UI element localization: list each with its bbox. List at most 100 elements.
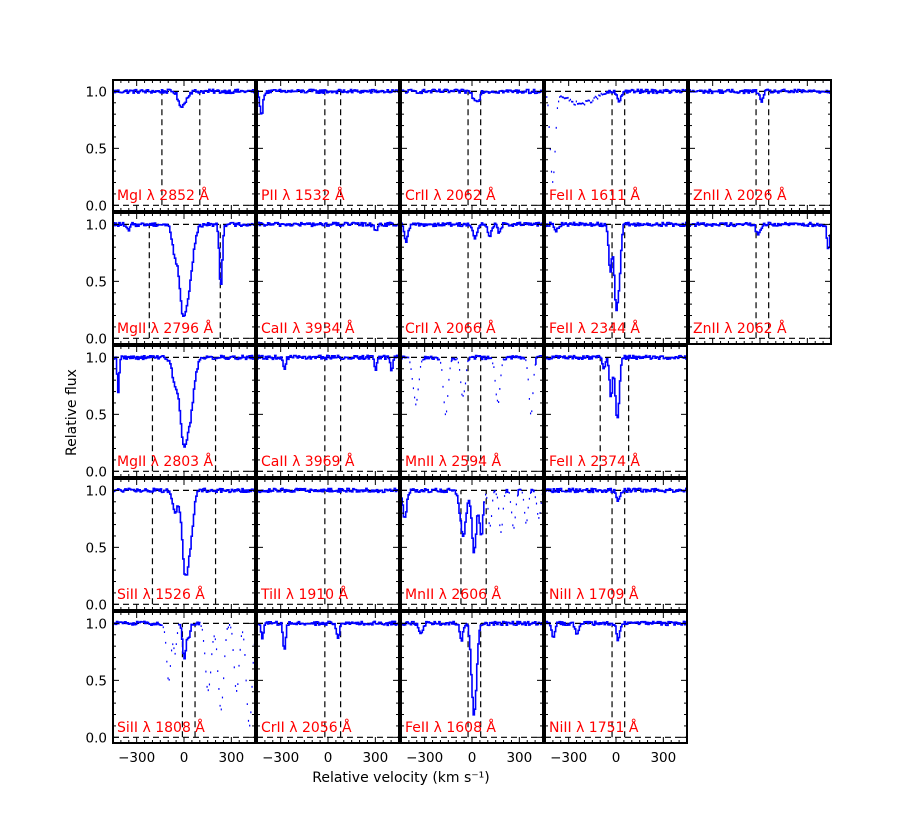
spectrum-panel: PII λ 1532 Å [256,79,400,212]
x-tick-label: −300 [118,750,155,766]
spectrum-line [113,621,256,658]
x-tick-label: −300 [406,750,443,766]
transition-label: MnII λ 2606 Å [405,586,501,603]
transition-label: ZnII λ 2026 Å [693,187,787,204]
y-tick-label: 0.5 [86,407,107,423]
transition-label: MgII λ 2796 Å [117,320,213,337]
spectrum-panel: CaII λ 3934 Å [256,212,400,345]
transition-label: FeII λ 2344 Å [549,320,640,337]
x-tick-label: 0 [180,750,189,766]
transition-label: ZnII λ 2062 Å [693,320,787,337]
x-tick-label: 0 [612,750,621,766]
transition-label: SiII λ 1526 Å [117,586,205,603]
spectrum-line [689,221,831,250]
spectrum-panel: CrII λ 2062 Å [400,79,544,212]
y-tick-label: 0.0 [86,198,107,214]
x-tick-label: 300 [362,750,388,766]
x-axis-title: Relative velocity (km s⁻¹) [312,770,490,786]
spectrum-line [257,221,399,232]
transition-label: MgI λ 2852 Å [117,187,209,204]
x-tick-label: 300 [506,750,532,766]
y-tick-label: 1.0 [86,616,107,632]
transition-label: NiII λ 1751 Å [549,719,639,736]
spectrum-panel: MgI λ 2852 Å 0.0 0.5 1.0 [86,79,256,214]
y-tick-label: 0.5 [86,141,107,157]
y-tick-label: 1.0 [86,483,107,499]
spectrum-panel: SiII λ 1526 Å 0.0 0.5 1.0 [86,478,256,613]
spectrum-line [257,620,399,650]
spectrum-line [545,221,687,312]
transition-label: CrII λ 2062 Å [405,187,496,204]
spectrum-panel: FeII λ 2374 Å [544,345,688,478]
spectrum-line [401,88,543,103]
transition-label: MnII λ 2594 Å [405,453,501,470]
transition-label: FeII λ 1608 Å [405,719,496,736]
panels-layer: MgI λ 2852 Å 0.0 0.5 1.0 PII λ 1532 Å CrII λ … [86,79,832,766]
y-axis-title: Relative flux [64,369,80,456]
spectrum-panel: CaII λ 3969 Å [256,345,400,478]
spectrum-panel: SiII λ 1808 Å 0.0 0.5 1.0 [86,611,256,746]
y-tick-label: 0.0 [86,597,107,613]
spectrum-line [605,88,687,103]
spectrum-panel: NiII λ 1751 Å [544,611,688,744]
blended-spectrum-line [408,356,536,416]
transition-label: CaII λ 3969 Å [261,453,355,470]
blended-spectrum-line [162,623,255,727]
spectrum-line [113,354,255,448]
y-tick-label: 0.0 [86,464,107,480]
blended-spectrum-line [485,491,543,533]
x-tick-label: −300 [550,750,587,766]
y-tick-label: 0.5 [86,540,107,556]
x-tick-label: 0 [468,750,477,766]
transition-label: FeII λ 1611 Å [549,187,640,204]
y-tick-label: 0.0 [86,730,107,746]
transition-label: SiII λ 1808 Å [117,719,205,736]
transition-label: CaII λ 3934 Å [261,320,355,337]
spectrum-line [113,88,255,109]
spectrum-line [545,487,687,502]
spectrum-panel: FeII λ 1611 Å [544,79,688,212]
spectrum-panel: MnII λ 2606 Å [400,478,544,611]
transition-label: NiII λ 1709 Å [549,586,639,603]
x-tick-label: 300 [650,750,676,766]
blended-spectrum-line [545,91,607,183]
spectrum-panel: FeII λ 2344 Å [544,212,688,345]
spectrum-line [257,88,399,115]
transition-label: CrII λ 2066 Å [405,320,496,337]
x-tick-label: 0 [324,750,333,766]
spectrum-panel: TiII λ 1910 Å [256,478,400,611]
transition-label: FeII λ 2374 Å [549,453,640,470]
spectrum-line [545,620,687,642]
transition-label: PII λ 1532 Å [261,187,345,204]
spectrum-line [689,88,831,103]
y-tick-label: 0.0 [86,331,107,347]
y-tick-label: 0.5 [86,673,107,689]
transition-label: CrII λ 2056 Å [261,719,352,736]
spectrum-panel: CrII λ 2056 Å [256,611,400,744]
y-tick-label: 0.5 [86,274,107,290]
x-tick-label: −300 [262,750,299,766]
spectrum-panel: MnII λ 2594 Å [400,345,544,478]
spectrum-panel: MgII λ 2803 Å 0.0 0.5 1.0 [86,345,256,480]
spectrum-line [257,487,399,494]
spectrum-panel: NiII λ 1709 Å [544,478,688,611]
transition-label: MgII λ 2803 Å [117,453,213,470]
y-tick-label: 1.0 [86,84,107,100]
spectrum-panel: FeII λ 1608 Å [400,611,544,744]
transition-label: TiII λ 1910 Å [260,586,349,603]
spectrum-line [113,221,255,318]
spectrum-line [545,354,687,419]
spectrum-line [401,221,543,243]
spectrum-panel: ZnII λ 2026 Å [688,79,832,212]
spectrum-line [401,620,543,716]
spectrum-panel: ZnII λ 2062 Å [688,212,832,345]
y-tick-label: 1.0 [86,217,107,233]
spectrum-panel: CrII λ 2066 Å [400,212,544,345]
spectrum-line [401,487,543,554]
spectrum-panel: MgII λ 2796 Å 0.0 0.5 1.0 [86,212,256,347]
y-tick-label: 1.0 [86,350,107,366]
spectrum-line [113,487,255,576]
spectrum-line [257,354,399,372]
x-tick-label: 300 [218,750,244,766]
